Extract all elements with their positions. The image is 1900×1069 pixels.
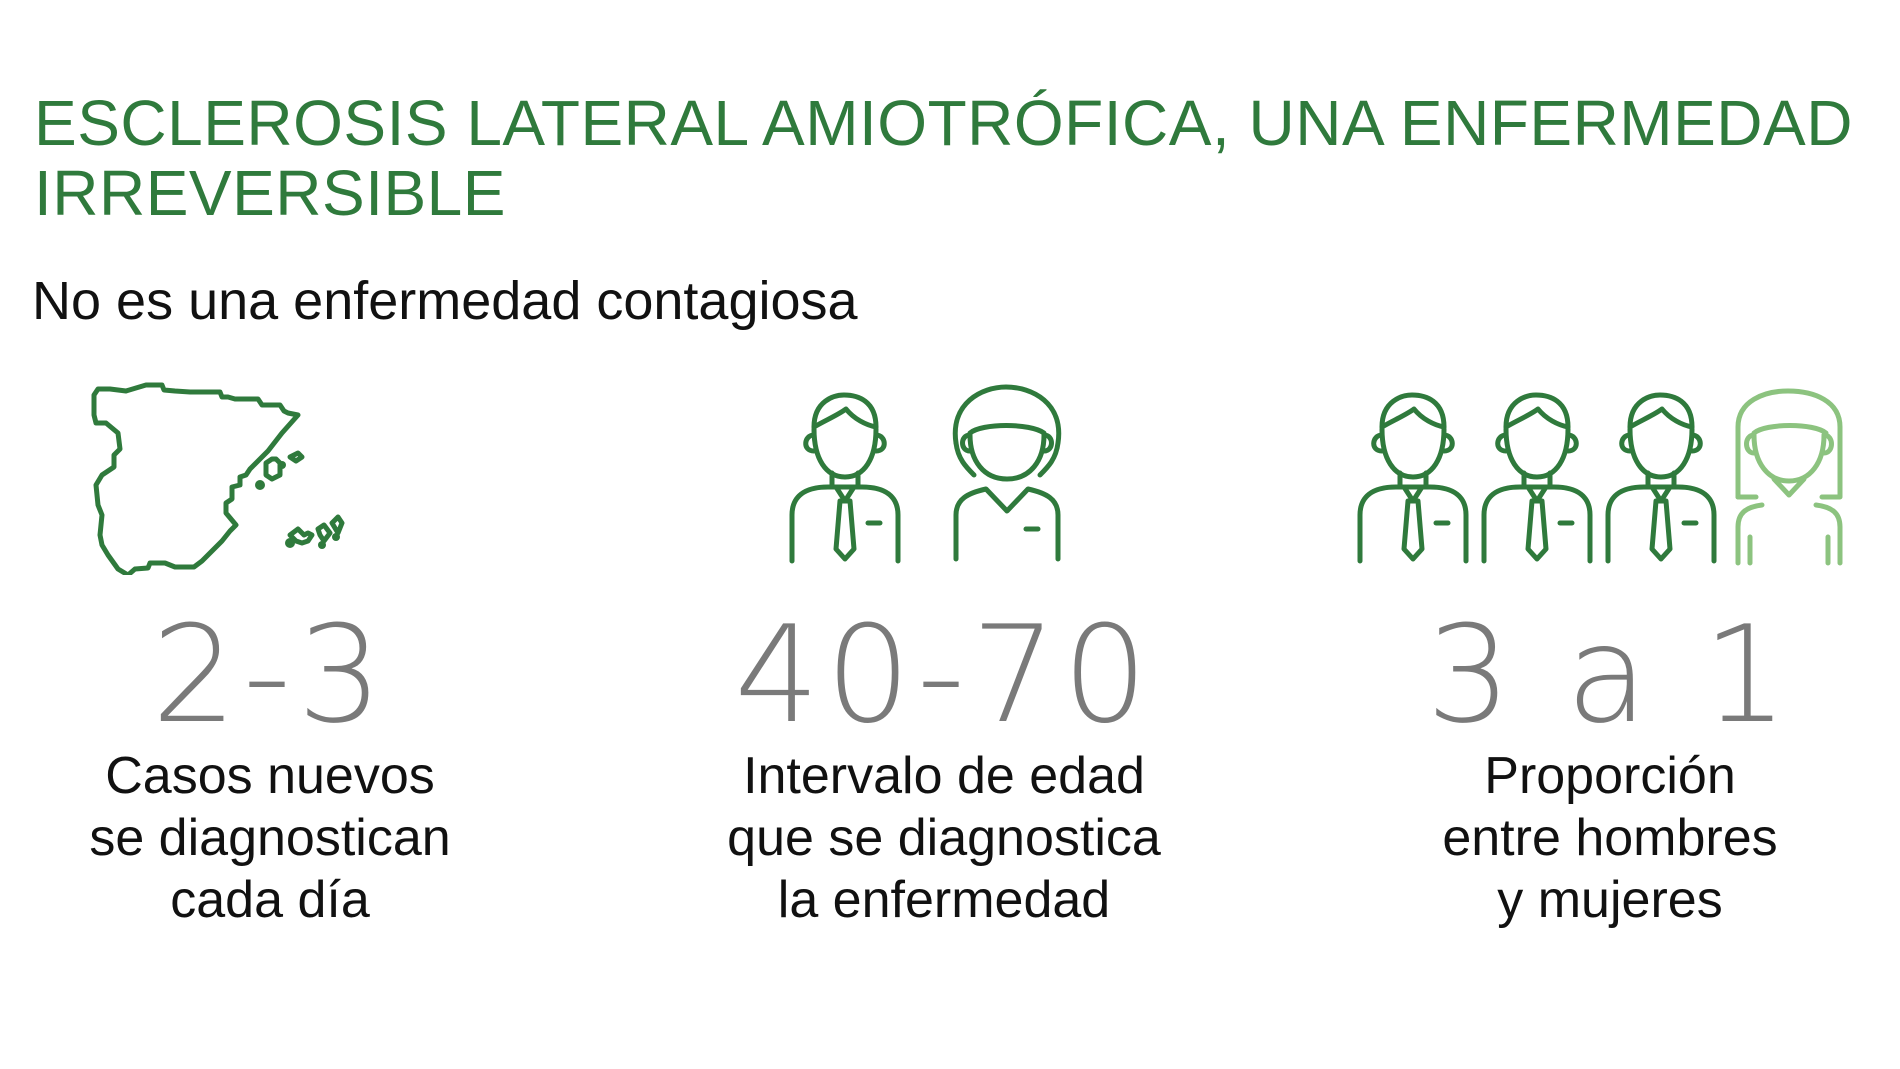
stat-description-line: cada día	[170, 871, 370, 929]
stat-description: Casos nuevos se diagnostican cada día	[0, 745, 590, 931]
stat-value: 2-3	[151, 597, 389, 753]
stat-new-cases: 2-3 Casos nuevos se diagnostican cada dí…	[0, 375, 590, 929]
woman-icon	[1735, 388, 1843, 566]
man-icon	[1481, 392, 1593, 564]
spain-map-icon	[91, 382, 345, 575]
stat-description-line: y mujeres	[1497, 871, 1723, 929]
stat-description-line: Casos nuevos	[105, 747, 435, 805]
man-icon	[1605, 392, 1717, 564]
stat-description-line: Proporción	[1484, 747, 1736, 805]
stat-age-range: 40-70 Intervalo de edad que se diagnosti…	[624, 375, 1264, 929]
stat-value: 3 a 1	[1426, 597, 1794, 753]
stat-description-line: Intervalo de edad	[743, 747, 1145, 805]
page-title: ESCLEROSIS LATERAL AMIOTRÓFICA, UNA ENFE…	[34, 87, 1853, 229]
stat-description-line: se diagnostican	[89, 809, 451, 867]
stat-gender-ratio: 3 a 1 Proporción entre hombres y mujeres	[1290, 375, 1900, 929]
stat-description: Proporción entre hombres y mujeres	[1290, 745, 1900, 931]
page-subtitle: No es una enfermedad contagiosa	[32, 271, 858, 331]
stat-description-line: que se diagnostica	[727, 809, 1161, 867]
man-icon	[789, 392, 901, 564]
man-icon	[1357, 392, 1469, 564]
stat-description-line: entre hombres	[1442, 809, 1778, 867]
woman-icon	[952, 384, 1062, 562]
stat-description-line: la enfermedad	[777, 871, 1111, 929]
stat-value: 40-70	[734, 597, 1154, 753]
stat-description: Intervalo de edad que se diagnostica la …	[624, 745, 1264, 931]
